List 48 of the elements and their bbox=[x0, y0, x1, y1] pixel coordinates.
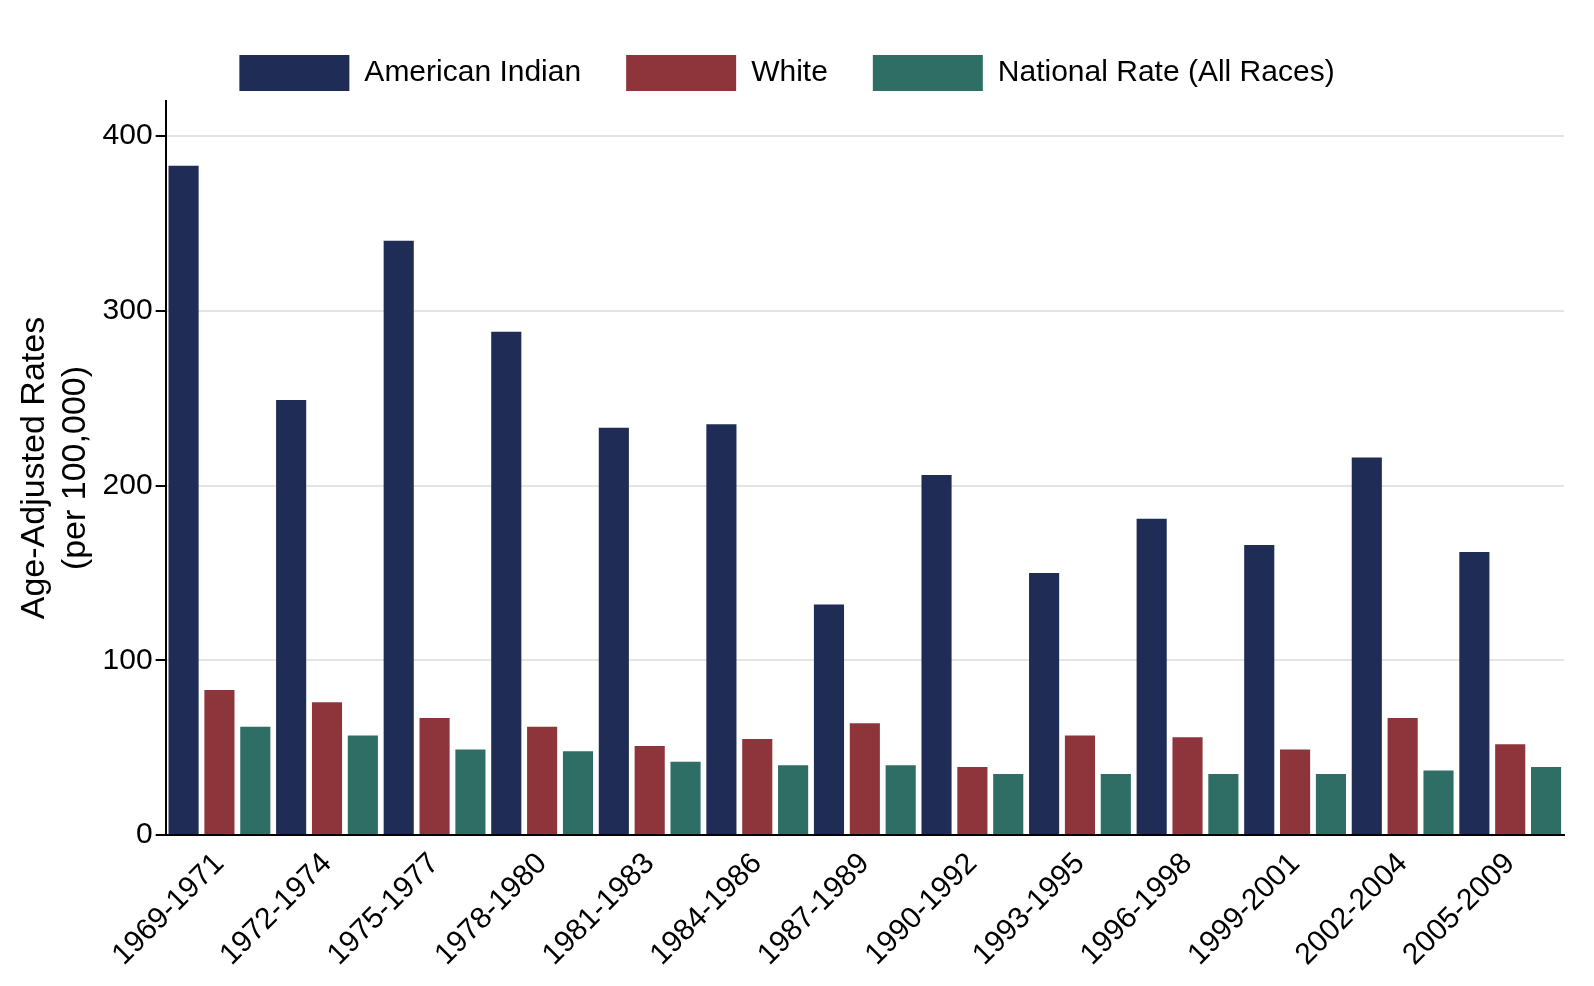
bar bbox=[813, 604, 845, 835]
bar bbox=[347, 735, 378, 835]
bar bbox=[921, 475, 952, 835]
bar bbox=[993, 773, 1024, 835]
legend-label: White bbox=[751, 54, 828, 88]
bar bbox=[742, 738, 773, 835]
bar bbox=[885, 765, 916, 835]
bar bbox=[204, 690, 235, 835]
bar bbox=[1172, 737, 1203, 835]
y-axis-title: Age-Adjusted Rates (per 100,000) bbox=[12, 316, 92, 620]
bar bbox=[419, 717, 450, 835]
bar bbox=[1351, 457, 1382, 835]
y-tick-label: 300 bbox=[102, 292, 153, 326]
bar bbox=[240, 726, 271, 835]
bar bbox=[670, 761, 701, 835]
bar bbox=[1459, 551, 1490, 835]
bar bbox=[1387, 717, 1418, 835]
bar bbox=[1208, 773, 1239, 835]
bar bbox=[168, 165, 199, 835]
bar bbox=[527, 726, 558, 835]
legend-label: American Indian bbox=[364, 54, 582, 88]
bar bbox=[1100, 773, 1131, 835]
y-tick-label: 100 bbox=[102, 641, 153, 675]
bar bbox=[957, 766, 988, 835]
bar bbox=[1244, 544, 1275, 835]
bar bbox=[706, 424, 737, 835]
bar bbox=[455, 749, 486, 835]
bar bbox=[1315, 773, 1346, 835]
bar bbox=[1029, 572, 1060, 835]
legend-label: National Rate (All Races) bbox=[997, 54, 1335, 88]
y-tick-label: 400 bbox=[102, 117, 153, 151]
bar bbox=[1136, 518, 1167, 835]
bar bbox=[1423, 770, 1454, 835]
bar bbox=[1531, 766, 1562, 835]
bar bbox=[311, 702, 343, 835]
bar bbox=[598, 427, 629, 835]
bar bbox=[849, 723, 880, 835]
bar bbox=[276, 399, 307, 835]
bar bbox=[491, 331, 522, 835]
bar bbox=[383, 240, 414, 835]
bar bbox=[1495, 744, 1526, 835]
y-tick-label: 0 bbox=[135, 816, 153, 850]
bar bbox=[1064, 735, 1096, 835]
bar bbox=[634, 745, 665, 835]
bar bbox=[562, 751, 594, 835]
bar bbox=[778, 765, 809, 835]
bar bbox=[1280, 749, 1311, 835]
y-tick-label: 200 bbox=[102, 466, 153, 500]
